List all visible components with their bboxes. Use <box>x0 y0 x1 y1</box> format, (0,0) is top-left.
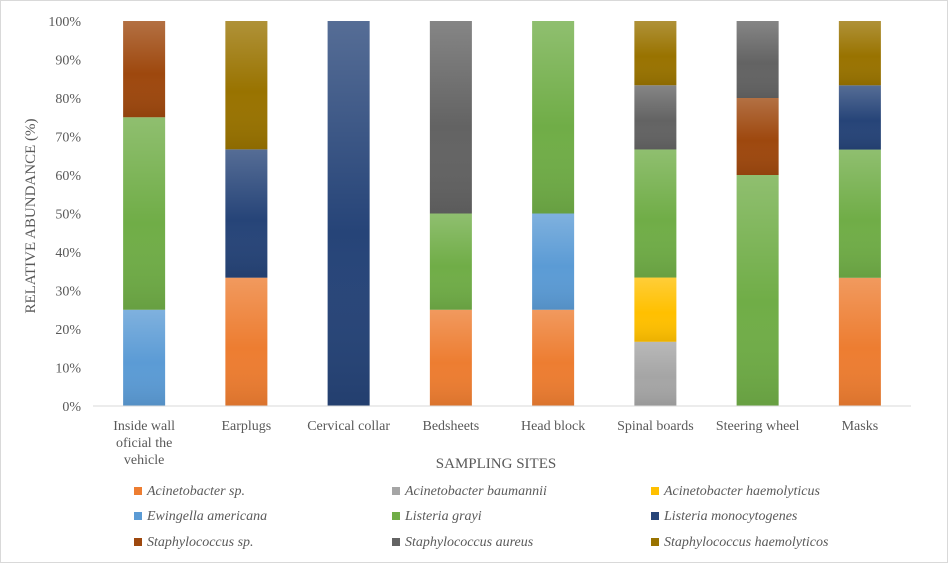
bar-segment-shade <box>736 98 779 175</box>
legend-label: Listeria grayi <box>404 509 482 524</box>
bar-segment-shade <box>736 175 779 406</box>
x-tick-label: Steering wheel <box>716 419 800 434</box>
y-tick-label: 90% <box>55 54 81 69</box>
bar-segment-shade <box>532 21 575 214</box>
legend-swatch <box>651 538 659 546</box>
x-tick-label: Cervical collar <box>307 419 390 434</box>
bars <box>123 21 881 406</box>
legend-swatch <box>651 487 659 495</box>
y-tick-label: 100% <box>48 15 81 30</box>
bar-segment-shade <box>532 213 575 310</box>
bar-segment-shade <box>838 149 881 278</box>
bar-segment-shade <box>225 277 268 406</box>
legend-label: Staphylococcus haemolyticos <box>664 535 829 550</box>
bar-segment-shade <box>225 149 268 278</box>
legend-swatch <box>134 487 142 495</box>
bar-segment-shade <box>838 21 881 86</box>
legend-swatch <box>134 538 142 546</box>
bar-segment-shade <box>634 149 677 278</box>
y-tick-label: 80% <box>55 92 81 107</box>
legend-swatch <box>651 512 659 520</box>
legend-label: Staphylococcus aureus <box>405 535 534 550</box>
bar-segment-shade <box>736 21 779 98</box>
bar-segment-shade <box>634 341 677 406</box>
y-tick-label: 50% <box>55 208 81 223</box>
x-axis-title: SAMPLING SITES <box>436 456 556 472</box>
x-axis-labels: Inside wall oficial the vehicle Earplugs Cer… <box>113 419 878 468</box>
legend: Acinetobacter sp. Acinetobacter baumannii… <box>134 484 829 550</box>
x-tick-label: Inside wall oficial the vehicle <box>113 419 175 468</box>
y-tick-label: 70% <box>55 131 81 146</box>
legend-swatch <box>392 538 400 546</box>
y-tick-label: 60% <box>55 169 81 184</box>
legend-label: Staphylococcus sp. <box>147 535 254 550</box>
x-tick-label: Bedsheets <box>422 419 479 434</box>
legend-swatch <box>392 512 400 520</box>
bar-segment-shade <box>123 309 166 406</box>
bar-segment-shade <box>532 309 575 406</box>
y-tick-label: 10% <box>55 362 81 377</box>
bar-segment-shade <box>634 21 677 86</box>
bar-segment-shade <box>327 21 370 406</box>
y-tick-label: 40% <box>55 246 81 261</box>
bar-segment-shade <box>838 85 881 150</box>
bar-segment-shade <box>634 277 677 342</box>
legend-label: Acinetobacter sp. <box>146 484 245 499</box>
y-tick-label: 30% <box>55 285 81 300</box>
legend-label: Acinetobacter baumannii <box>404 484 547 499</box>
bar-segment-shade <box>838 277 881 406</box>
y-tick-label: 20% <box>55 323 81 338</box>
bar-segment-shade <box>225 21 268 150</box>
bar-segment-shade <box>429 213 472 310</box>
bar-segment-shade <box>429 21 472 214</box>
y-tick-label: 0% <box>62 400 81 415</box>
bar-segment-shade <box>634 85 677 150</box>
legend-swatch <box>392 487 400 495</box>
bar-segment-shade <box>123 21 166 118</box>
x-tick-label: Masks <box>842 419 879 434</box>
y-axis-ticks: 0% 10% 20% 30% 40% 50% 60% 70% 80% 90% 100% <box>48 15 81 415</box>
legend-label: Ewingella americana <box>146 509 267 524</box>
x-tick-label: Spinal boards <box>617 419 694 434</box>
legend-label: Listeria monocytogenes <box>663 509 798 524</box>
legend-swatch <box>134 512 142 520</box>
y-axis-title: RELATIVE ABUNDANCE (%) <box>23 119 39 314</box>
bar-segment-shade <box>429 309 472 406</box>
x-tick-label: Earplugs <box>221 419 271 434</box>
bar-segment-shade <box>123 117 166 310</box>
x-tick-label: Head block <box>521 419 585 434</box>
legend-label: Acinetobacter haemolyticus <box>663 484 820 499</box>
